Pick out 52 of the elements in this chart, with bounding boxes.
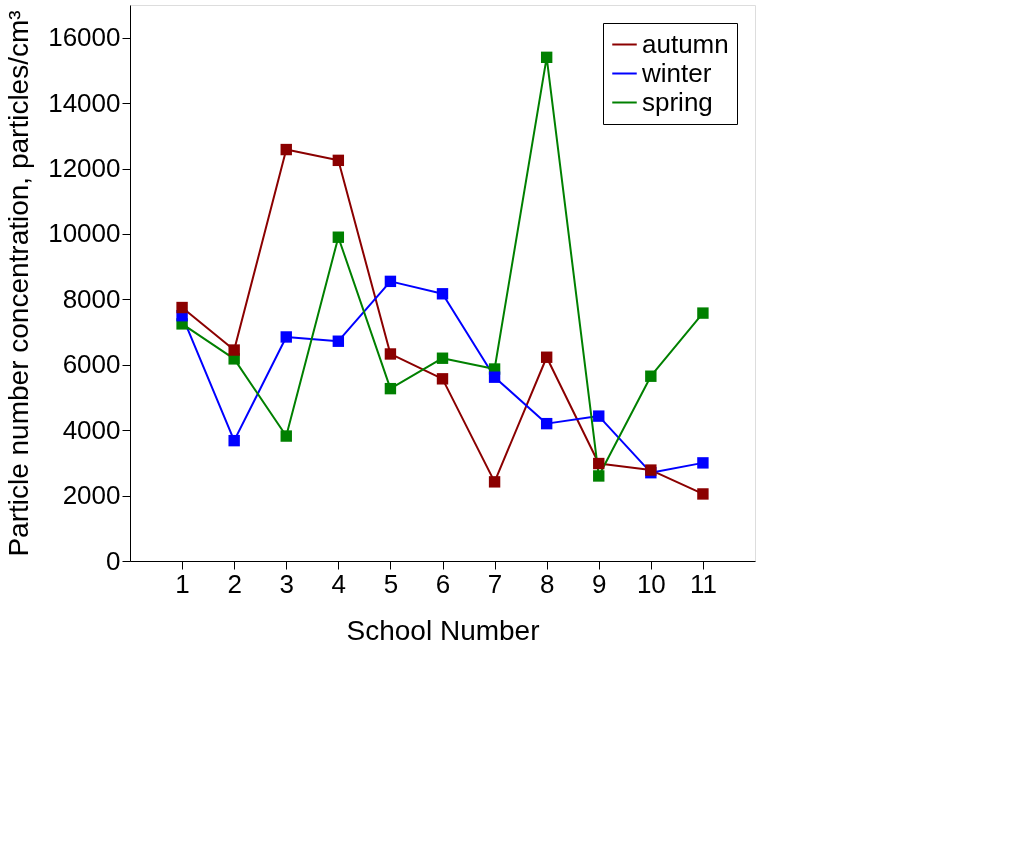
point bbox=[488, 371, 501, 383]
y-axis-title: Particle number concentration, particles/cm³ bbox=[3, 10, 35, 557]
x-tick-label: 1 bbox=[175, 568, 190, 599]
x-tick-label: 3 bbox=[279, 568, 294, 599]
x-tick-label: 5 bbox=[383, 568, 399, 599]
point bbox=[593, 470, 605, 482]
y-tick-label: 0 bbox=[106, 545, 121, 576]
point bbox=[384, 275, 397, 288]
point bbox=[228, 434, 240, 447]
y-tick-label: 16000 bbox=[48, 22, 121, 53]
x-tick-label: 8 bbox=[539, 568, 555, 599]
point bbox=[540, 417, 553, 430]
point bbox=[280, 143, 292, 156]
x-tick-label: 4 bbox=[331, 568, 347, 599]
x-tick-label: 2 bbox=[227, 568, 242, 599]
point bbox=[697, 488, 709, 500]
y-tick-label: 4000 bbox=[62, 414, 121, 445]
legend-label: spring bbox=[642, 86, 713, 117]
point bbox=[540, 351, 553, 363]
x-axis-title: School Number bbox=[346, 614, 540, 646]
y-tick-label: 10000 bbox=[48, 218, 121, 249]
point bbox=[645, 370, 657, 382]
legend-label: autumn bbox=[642, 28, 729, 59]
point bbox=[332, 231, 345, 243]
point bbox=[176, 301, 188, 314]
point bbox=[488, 476, 501, 488]
x-tick-label: 10 bbox=[636, 568, 666, 599]
point bbox=[384, 348, 397, 360]
x-tick-label: 6 bbox=[435, 568, 451, 599]
x-tick-label: 7 bbox=[487, 568, 503, 599]
point bbox=[280, 331, 292, 343]
point bbox=[697, 457, 709, 469]
point bbox=[436, 373, 449, 385]
point bbox=[332, 335, 345, 347]
point bbox=[280, 430, 292, 442]
y-tick-label: 8000 bbox=[62, 283, 121, 314]
y-tick-label: 2000 bbox=[62, 480, 121, 511]
point bbox=[540, 51, 553, 64]
point bbox=[436, 352, 449, 364]
point bbox=[593, 457, 605, 470]
point bbox=[384, 382, 397, 395]
y-tick-label: 6000 bbox=[62, 349, 121, 380]
point bbox=[436, 288, 449, 300]
x-tick-label: 11 bbox=[689, 568, 717, 599]
legend-label: winter bbox=[641, 57, 712, 88]
y-tick-label: 14000 bbox=[48, 87, 121, 118]
point bbox=[697, 307, 709, 319]
point bbox=[332, 154, 345, 167]
point bbox=[593, 410, 605, 422]
point bbox=[228, 344, 240, 356]
x-tick-label: 9 bbox=[592, 568, 607, 599]
y-tick-label: 12000 bbox=[48, 153, 121, 184]
